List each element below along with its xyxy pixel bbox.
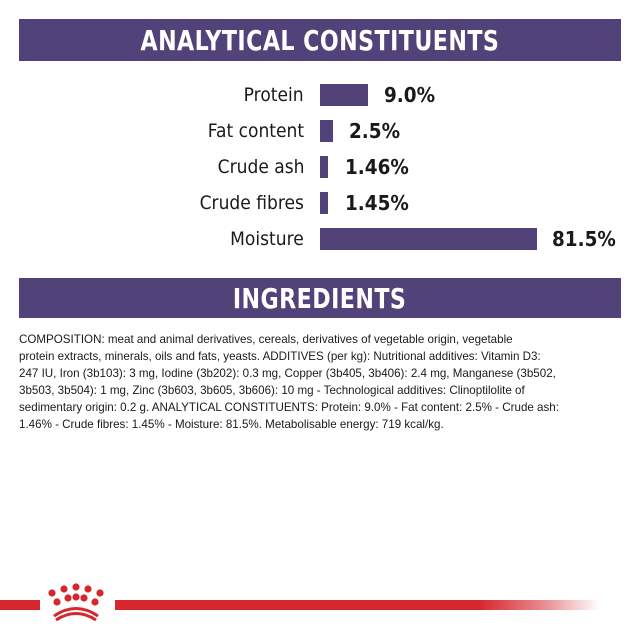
bar-protein (320, 84, 368, 106)
row-value: 1.46% (345, 155, 409, 179)
chart-row-crude-ash: Crude ash 1.46% (0, 155, 640, 179)
row-value: 1.45% (345, 191, 409, 215)
row-value: 9.0% (384, 83, 436, 107)
chart-row-crude-fibres: Crude fibres 1.45% (0, 191, 640, 215)
bar-moisture (320, 228, 537, 250)
ingredients-line: sedimentary origin: 0.2 g. ANALYTICAL CO… (19, 401, 559, 414)
bar-crude-ash (320, 156, 328, 178)
bar-crude-fibres (320, 192, 328, 214)
bar-fat-content (320, 120, 333, 142)
row-label: Crude ash (217, 156, 304, 178)
ingredients-title: INGREDIENTS (233, 281, 407, 315)
ingredients-text: COMPOSITION: meat and animal derivatives… (19, 331, 625, 433)
chart-row-moisture: Moisture 81.5% (0, 227, 640, 251)
row-value: 2.5% (349, 119, 401, 143)
brand-line-left (0, 600, 40, 610)
ingredients-line: 1.46% - Crude fibres: 1.45% - Moisture: … (19, 418, 444, 431)
chart-row-fat-content: Fat content 2.5% (0, 119, 640, 143)
row-label: Moisture (230, 228, 304, 250)
brand-line-right (115, 600, 600, 610)
row-label: Protein (244, 84, 304, 106)
ingredients-banner: INGREDIENTS (19, 278, 621, 318)
analytical-constituents-banner: ANALYTICAL CONSTITUENTS (19, 19, 621, 61)
ingredients-line: protein extracts, minerals, oils and fat… (19, 350, 541, 363)
row-label: Crude fibres (199, 192, 304, 214)
analytical-constituents-title: ANALYTICAL CONSTITUENTS (140, 23, 500, 57)
ingredients-line: COMPOSITION: meat and animal derivatives… (19, 333, 513, 346)
crown-icon (48, 583, 104, 622)
row-value: 81.5% (552, 227, 616, 251)
ingredients-line: 247 IU, Iron (3b103): 3 mg, Iodine (3b20… (19, 367, 556, 380)
ingredients-line: 3b503, 3b504): 1 mg, Zinc (3b603, 3b605,… (19, 384, 525, 397)
row-label: Fat content (207, 120, 304, 142)
chart-row-protein: Protein 9.0% (0, 83, 640, 107)
